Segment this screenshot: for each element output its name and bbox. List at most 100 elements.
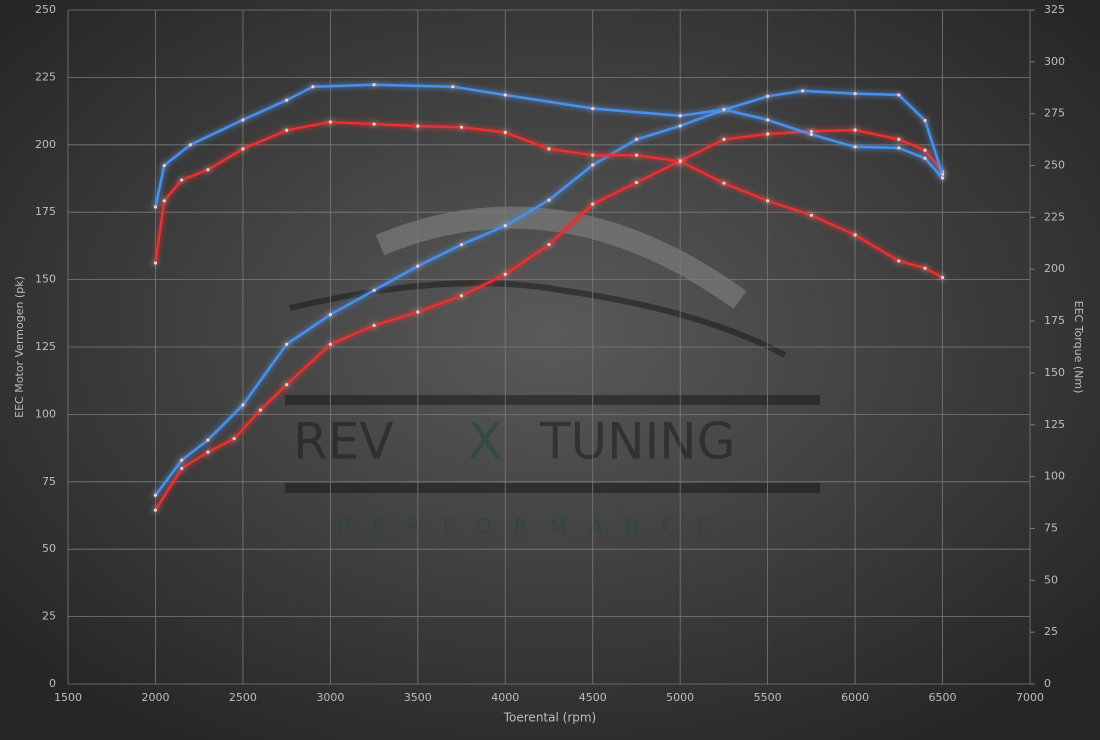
point: [503, 224, 507, 228]
y-tick-label: 100: [35, 407, 56, 420]
x-tick-label: 5000: [666, 691, 694, 704]
line: [154, 120, 944, 279]
point: [634, 180, 639, 185]
gauge: [375, 206, 747, 309]
point: [853, 233, 857, 237]
point: [766, 94, 770, 98]
point: [328, 313, 332, 317]
point: [678, 124, 682, 128]
x-tick-label: 1500: [54, 691, 82, 704]
line: [154, 128, 944, 511]
point: [206, 450, 210, 454]
point: [206, 168, 210, 172]
watermark: REV X TUNING PERFORMANCE: [285, 206, 820, 539]
point: [459, 125, 464, 129]
y-tick-label: 200: [35, 138, 56, 151]
y2-tick-label: 25: [1044, 625, 1058, 638]
y2-tick-label: 300: [1044, 55, 1065, 68]
point: [372, 122, 376, 126]
stripe: [285, 483, 820, 493]
line: [154, 83, 944, 208]
point: [897, 259, 901, 263]
point: [591, 202, 595, 206]
point: [923, 156, 927, 160]
car-outline: [289, 280, 787, 358]
y2-tick-label: 200: [1044, 262, 1065, 275]
point: [678, 114, 682, 118]
y-tick-label: 175: [35, 205, 56, 218]
x-axis-label: Toerental (rpm): [503, 711, 596, 725]
point: [722, 181, 726, 185]
watermark-text: X: [468, 413, 502, 471]
point: [809, 129, 813, 133]
y2-tick-label: 125: [1044, 418, 1065, 431]
point: [416, 124, 420, 128]
point: [451, 85, 455, 89]
y2-tick-label: 150: [1044, 366, 1065, 379]
point: [153, 261, 158, 265]
point: [897, 93, 901, 97]
y-tick-label: 150: [35, 273, 56, 286]
point: [503, 93, 507, 97]
point: [180, 458, 184, 462]
point: [188, 143, 193, 147]
point: [285, 342, 289, 346]
point: [153, 493, 158, 497]
point: [766, 118, 770, 122]
y2-tick-label: 50: [1044, 573, 1058, 586]
point: [328, 342, 332, 346]
x-tick-label: 7000: [1016, 691, 1044, 704]
point: [766, 199, 770, 203]
x-tick-label: 4000: [491, 691, 519, 704]
y-axis-label: EEC Motor Vermogen (pk): [13, 276, 26, 418]
y-tick-label: 50: [42, 542, 56, 555]
grid: [67, 9, 1031, 685]
point: [153, 508, 158, 512]
y2-tick-label: 175: [1044, 314, 1065, 327]
watermark-text: TUNING: [539, 413, 735, 471]
y2-tick-label: 325: [1044, 3, 1065, 16]
x-tick-label: 5500: [754, 691, 782, 704]
series: [153, 120, 945, 280]
point: [241, 118, 245, 122]
point: [634, 137, 639, 142]
point: [722, 137, 726, 142]
point: [258, 408, 262, 412]
point: [766, 132, 770, 136]
point: [923, 148, 927, 152]
point: [897, 146, 901, 150]
series: [153, 128, 945, 512]
point: [547, 242, 551, 247]
y2-tick-label: 75: [1044, 521, 1058, 534]
point: [591, 106, 595, 111]
point: [206, 438, 210, 442]
x-tick-label: 3500: [404, 691, 432, 704]
x-tick-label: 6500: [929, 691, 957, 704]
point: [853, 91, 857, 96]
point: [809, 132, 813, 137]
series: [153, 83, 945, 209]
point: [547, 198, 551, 202]
point: [503, 272, 507, 276]
point: [162, 163, 166, 168]
point: [328, 120, 332, 124]
y-tick-label: 0: [49, 677, 56, 690]
point: [372, 83, 376, 87]
point: [853, 145, 857, 149]
y2-tick-label: 225: [1044, 210, 1065, 223]
series: [153, 89, 945, 497]
y-tick-label: 250: [35, 3, 56, 16]
watermark-text: REV: [293, 413, 394, 471]
point: [459, 242, 464, 247]
point: [232, 437, 236, 441]
point: [241, 147, 245, 151]
y2-tick-label: 275: [1044, 107, 1065, 120]
y2-axis-label: EEC Torque (Nm): [1072, 301, 1085, 394]
x-tick-label: 2000: [141, 691, 169, 704]
point: [153, 205, 158, 209]
point: [416, 264, 420, 268]
watermark-text: PERFORMANCE: [338, 515, 732, 539]
x-tick-label: 3000: [316, 691, 344, 704]
y2-tick-label: 100: [1044, 470, 1065, 483]
